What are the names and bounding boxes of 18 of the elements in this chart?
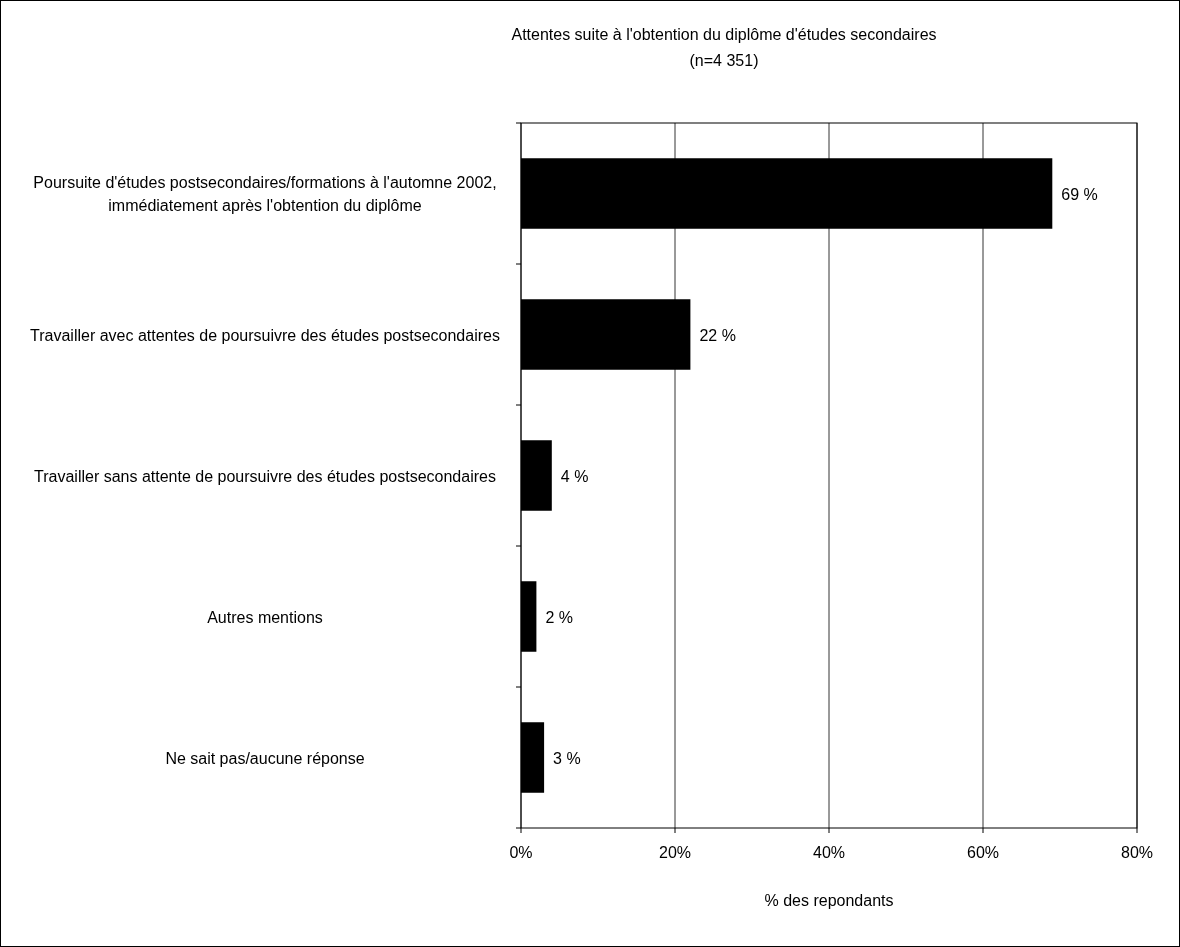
y-tick-label: Autres mentions bbox=[207, 608, 323, 626]
x-axis-title: % des repondants bbox=[764, 892, 894, 909]
data-label: 4 % bbox=[560, 467, 589, 485]
data-label: 2 % bbox=[545, 608, 573, 626]
x-tick-label: 80% bbox=[1120, 844, 1154, 861]
y-tick-label: Ne sait pas/aucune réponse bbox=[165, 749, 365, 767]
x-tick-label: 0% bbox=[509, 844, 533, 861]
data-label: 22 % bbox=[699, 326, 736, 344]
chart-title: Attentes suite à l'obtention du diplôme d'études secondaires bbox=[511, 26, 937, 43]
y-tick-label: Travailler sans attente de poursuivre des études postsecondaires bbox=[34, 467, 496, 485]
y-tick-label: Travailler avec attentes de poursuivre des études postsecondaires bbox=[30, 326, 500, 344]
y-tick-label: Poursuite d'études postsecondaires/formations à l'automne 2002, immédiatement après l'obtention du diplôme bbox=[33, 174, 497, 214]
chart-subtitle: (n=4 351) bbox=[689, 52, 759, 69]
x-tick-label: 40% bbox=[812, 844, 846, 861]
x-tick-label: 60% bbox=[966, 844, 1000, 861]
x-tick-label: 20% bbox=[658, 844, 692, 861]
data-label: 69 % bbox=[1061, 185, 1098, 203]
data-label: 3 % bbox=[553, 749, 581, 767]
